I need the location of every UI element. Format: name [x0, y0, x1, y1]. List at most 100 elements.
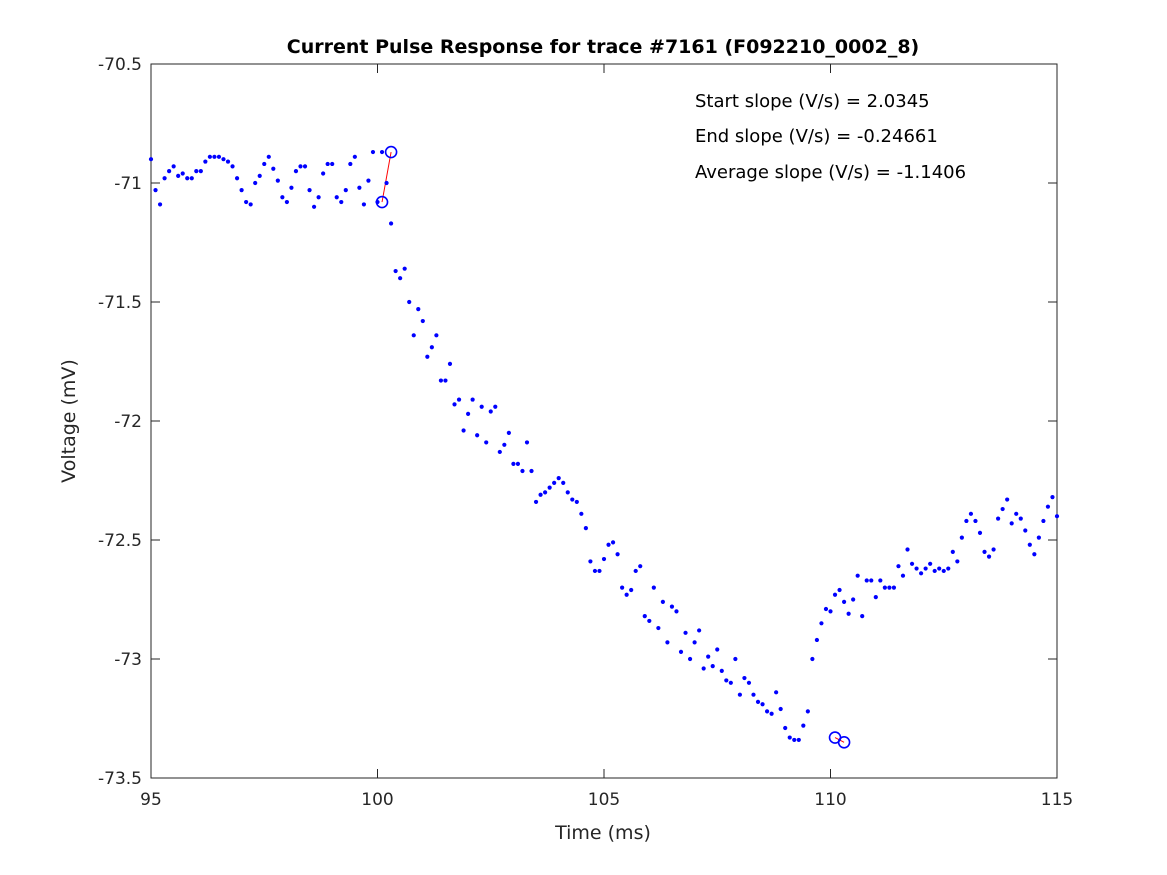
data-point: [1045, 504, 1051, 509]
data-point: [493, 404, 498, 409]
data-point: [823, 606, 829, 612]
y-tick-label: -73: [114, 650, 142, 670]
data-point: [293, 169, 299, 174]
data-point: [592, 568, 598, 574]
fit-line: [381, 151, 392, 203]
annotation-end-slope: End slope (V/s) = -0.24661: [695, 126, 938, 147]
data-point: [610, 540, 616, 545]
data-point: [262, 161, 267, 167]
data-point: [1054, 514, 1060, 519]
data-point: [533, 499, 539, 505]
data-point: [298, 164, 303, 169]
y-tick-label: -71: [114, 174, 142, 194]
data-point: [909, 561, 915, 566]
data-point: [597, 568, 602, 574]
annotation-average-slope: Average slope (V/s) = -1.1406: [695, 162, 966, 183]
data-point: [479, 404, 484, 409]
data-point: [579, 511, 584, 516]
data-point: [425, 354, 430, 359]
data-point: [647, 618, 652, 624]
data-point: [330, 161, 335, 167]
data-point: [1041, 518, 1046, 524]
x-tick-label: 115: [1041, 790, 1073, 810]
y-tick-label: -73.5: [98, 769, 142, 789]
data-point: [728, 680, 733, 685]
data-point: [742, 675, 747, 681]
data-point: [524, 440, 530, 445]
data-point: [914, 566, 919, 571]
data-point: [162, 176, 167, 181]
data-point: [402, 266, 407, 271]
data-point: [384, 180, 389, 186]
data-point: [737, 692, 743, 697]
data-point: [792, 737, 797, 743]
y-tick-label: -70.5: [98, 55, 142, 75]
data-point: [280, 195, 285, 200]
data-point: [964, 518, 969, 524]
data-point: [674, 609, 679, 614]
data-point: [719, 668, 724, 674]
data-point: [393, 268, 398, 274]
data-point: [511, 461, 516, 466]
data-point: [633, 568, 638, 574]
data-point: [977, 530, 983, 535]
data-point: [665, 640, 670, 645]
data-point: [878, 578, 883, 583]
data-point: [475, 433, 480, 438]
data-point: [697, 628, 702, 633]
data-point: [968, 511, 974, 516]
data-point: [325, 161, 330, 167]
data-point: [266, 154, 271, 159]
y-axis-label: Voltage (mV): [58, 359, 80, 483]
data-point: [973, 518, 978, 524]
data-point: [746, 680, 752, 685]
data-point: [216, 154, 222, 159]
data-point: [959, 535, 964, 540]
data-point: [733, 656, 738, 662]
data-point: [923, 566, 928, 571]
data-point: [1050, 495, 1055, 500]
data-point: [932, 568, 937, 574]
data-point: [588, 559, 593, 564]
y-tick-label: -72.5: [98, 531, 142, 551]
data-point: [443, 378, 448, 383]
data-point: [837, 587, 842, 593]
data-point: [764, 709, 770, 714]
data-point: [203, 159, 208, 164]
data-point: [638, 564, 643, 569]
data-point: [751, 692, 756, 697]
slope-marker: [375, 195, 389, 209]
data-point: [846, 611, 851, 616]
data-point: [348, 161, 353, 167]
data-point: [311, 204, 317, 209]
data-point: [928, 561, 933, 566]
data-point: [1014, 511, 1019, 516]
plot-area: 95 100 105 110 115 -70.5 -71 -71.5 -72 -72.5 -73 -7…: [98, 55, 1073, 810]
data-point: [919, 571, 924, 576]
data-point: [769, 711, 774, 716]
slope-marker: [837, 735, 851, 749]
y-tick-label: -71.5: [98, 293, 142, 313]
data-point: [180, 171, 185, 176]
data-point: [991, 547, 996, 552]
data-point: [357, 185, 362, 190]
data-point: [1027, 542, 1032, 547]
data-point: [316, 195, 321, 200]
data-point: [520, 468, 525, 474]
data-point: [275, 178, 280, 183]
data-point: [855, 573, 860, 578]
data-point: [543, 490, 548, 495]
data-point: [307, 188, 312, 193]
data-point: [157, 202, 163, 207]
data-point: [810, 656, 815, 662]
data-point: [339, 199, 344, 205]
data-point: [1005, 497, 1010, 502]
data-point: [660, 599, 665, 604]
data-point: [701, 666, 706, 671]
data-point: [606, 542, 611, 547]
data-point: [1009, 521, 1014, 526]
data-point: [321, 171, 326, 176]
data-point: [774, 690, 779, 695]
data-point: [787, 735, 792, 740]
